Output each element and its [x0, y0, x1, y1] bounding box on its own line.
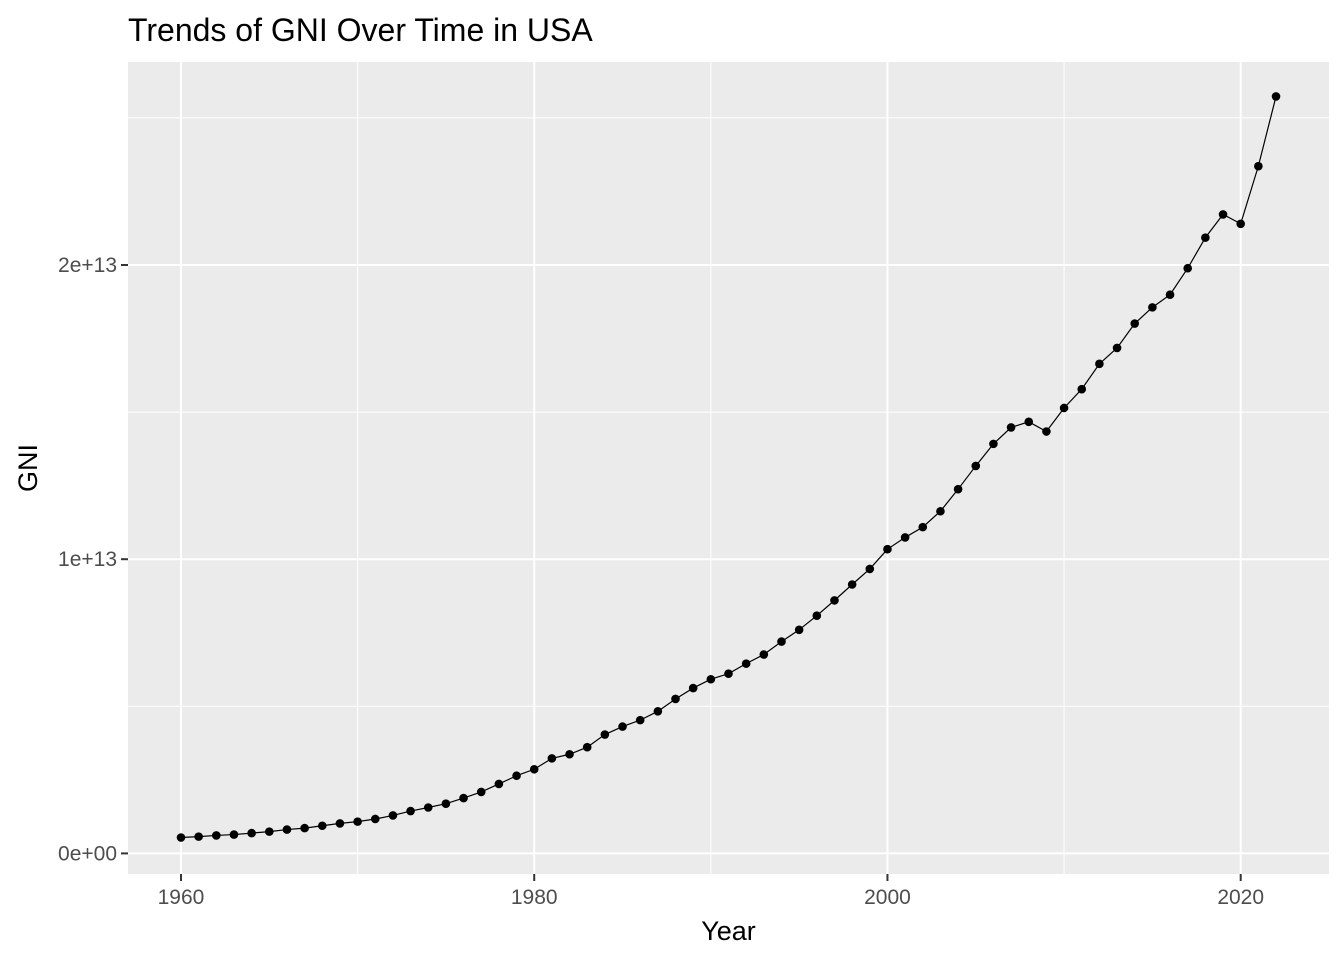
- data-point: [317, 821, 327, 831]
- data-point: [370, 814, 380, 824]
- data-point: [459, 793, 468, 803]
- data-point: [653, 707, 663, 716]
- data-point: [671, 694, 680, 704]
- data-point: [1059, 403, 1069, 413]
- x-tick-label: 1960: [158, 886, 205, 909]
- data-point: [476, 787, 486, 797]
- x-tick-label: 1980: [511, 886, 558, 909]
- data-point: [1236, 219, 1245, 229]
- data-point: [1254, 161, 1263, 171]
- data-point: [529, 764, 539, 774]
- data-point: [353, 817, 362, 826]
- data-point: [1183, 263, 1193, 273]
- data-point: [582, 742, 592, 752]
- data-point: [194, 832, 203, 841]
- data-point: [724, 669, 733, 678]
- series-layer: [176, 92, 1281, 842]
- data-point: [300, 823, 309, 833]
- y-axis-title: GNI: [13, 444, 43, 492]
- data-point: [565, 749, 574, 759]
- data-point: [900, 533, 910, 542]
- data-point: [1112, 343, 1122, 353]
- data-point: [1095, 359, 1104, 369]
- data-point: [512, 771, 521, 781]
- data-point: [1165, 290, 1175, 300]
- data-point: [794, 625, 804, 635]
- x-axis: 1960 1980 2000 2020: [158, 874, 1264, 909]
- data-point: [388, 811, 398, 820]
- data-point: [688, 683, 698, 693]
- data-point: [706, 674, 716, 684]
- data-point: [812, 611, 822, 620]
- data-point: [176, 833, 186, 842]
- data-point: [847, 580, 857, 589]
- data-point: [777, 637, 786, 646]
- data-point: [600, 730, 610, 739]
- panel-background: [128, 62, 1329, 874]
- data-point: [1271, 92, 1281, 101]
- data-point: [1218, 210, 1228, 219]
- data-point: [865, 564, 875, 574]
- y-tick-label: 2e+13: [58, 254, 117, 277]
- y-axis: 0e+00 1e+13 2e+13: [58, 254, 128, 865]
- data-point: [212, 831, 221, 840]
- data-point: [830, 596, 839, 605]
- data-point: [741, 659, 751, 668]
- data-point: [883, 544, 892, 554]
- data-point: [1148, 303, 1157, 312]
- data-point: [1042, 427, 1051, 436]
- data-point: [335, 819, 345, 828]
- y-tick-label: 0e+00: [58, 842, 117, 865]
- data-point: [441, 799, 451, 808]
- x-tick-label: 2000: [864, 886, 911, 909]
- data-point: [406, 806, 415, 816]
- data-point: [918, 522, 928, 532]
- data-point: [971, 461, 981, 471]
- x-axis-title: Year: [701, 916, 756, 946]
- data-point: [1077, 384, 1087, 394]
- data-point: [547, 754, 557, 763]
- data-point: [936, 506, 945, 516]
- data-point: [282, 825, 292, 834]
- data-point: [247, 828, 256, 838]
- data-point: [1201, 233, 1210, 242]
- x-tick-label: 2020: [1217, 886, 1264, 909]
- data-point: [989, 439, 998, 449]
- data-point: [494, 779, 504, 789]
- minor-gridlines: [128, 62, 1329, 874]
- data-point: [264, 827, 274, 836]
- data-point: [618, 722, 627, 731]
- data-point: [635, 715, 645, 725]
- data-point: [1130, 319, 1140, 328]
- data-point: [759, 650, 769, 659]
- chart-title: Trends of GNI Over Time in USA: [128, 12, 593, 48]
- data-point: [1024, 417, 1034, 427]
- data-point: [229, 830, 239, 839]
- y-tick-label: 1e+13: [58, 548, 117, 571]
- data-point: [953, 484, 963, 494]
- data-point: [423, 803, 433, 812]
- major-gridlines: [128, 62, 1329, 874]
- data-point: [1006, 423, 1016, 432]
